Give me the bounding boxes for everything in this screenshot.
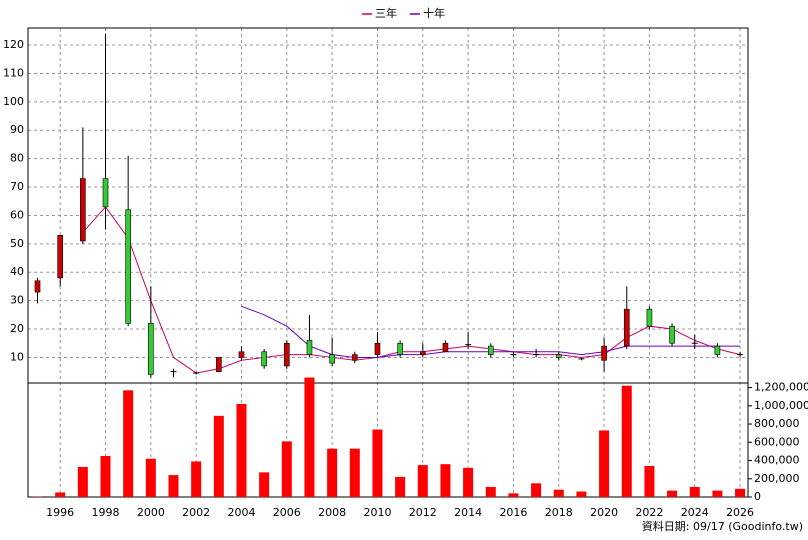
- volume-bar: [213, 415, 224, 497]
- candle-body: [351, 354, 358, 361]
- x-tick-label: 1998: [92, 506, 120, 519]
- candle-body: [80, 178, 86, 242]
- candle-body: [374, 342, 381, 355]
- volume-bar: [417, 465, 428, 497]
- legend-label: 三年: [375, 6, 397, 20]
- x-tick-label: 2006: [273, 506, 301, 519]
- candle-body: [397, 342, 403, 355]
- volume-bar: [599, 430, 610, 497]
- volume-bar: [123, 390, 134, 497]
- candle-body: [487, 345, 494, 355]
- y-tick-label: 70: [10, 180, 24, 193]
- volume-bar: [463, 467, 474, 497]
- y-tick-label: 20: [10, 322, 24, 335]
- volume-bar: [712, 490, 723, 497]
- y-tick-label: 10: [10, 350, 24, 363]
- candle-body: [419, 351, 426, 355]
- y-tick-label: 30: [10, 294, 24, 307]
- y-tick-label: 60: [10, 208, 24, 221]
- volume-bar: [621, 385, 632, 497]
- volume-bar: [440, 464, 451, 497]
- volume-bar: [191, 461, 202, 497]
- y2-tick-label: 1,000,000: [754, 399, 808, 412]
- volume-bar: [689, 486, 700, 497]
- volume-bar: [236, 403, 247, 497]
- y2-tick-label: 1,200,000: [754, 381, 808, 394]
- x-tick-label: 2020: [590, 506, 618, 519]
- x-tick-label: 2012: [409, 506, 437, 519]
- x-tick-label: 2018: [545, 506, 573, 519]
- x-tick-label: 2000: [137, 506, 165, 519]
- volume-bar: [508, 493, 519, 497]
- y-tick-label: 50: [10, 237, 24, 250]
- candle-body: [125, 209, 131, 324]
- legend-label: 十年: [423, 6, 445, 20]
- candle-body: [57, 235, 63, 279]
- volume-bar: [644, 465, 655, 497]
- volume-bar: [372, 429, 383, 497]
- volume-bar: [281, 441, 292, 497]
- source-note: 資料日期: 09/17 (Goodinfo.tw): [642, 519, 803, 533]
- x-tick-label: 2026: [726, 506, 754, 519]
- y2-tick-label: 200,000: [754, 472, 800, 485]
- volume-bar: [395, 476, 406, 497]
- volume-bar: [304, 377, 315, 497]
- candle-body: [238, 351, 245, 358]
- volume-bar: [100, 455, 111, 497]
- volume-bar: [168, 475, 179, 497]
- volume-bar: [553, 489, 564, 497]
- candle-body: [623, 308, 630, 347]
- y-tick-label: 120: [3, 38, 24, 51]
- y2-tick-label: 600,000: [754, 435, 800, 448]
- x-tick-label: 2024: [681, 506, 709, 519]
- y-tick-label: 80: [10, 152, 24, 165]
- y-tick-label: 110: [3, 66, 24, 79]
- x-tick-label: 2004: [227, 506, 255, 519]
- volume-bar: [259, 472, 270, 497]
- volume-bar: [327, 448, 338, 497]
- candle-body: [646, 308, 653, 327]
- x-tick-label: 2016: [499, 506, 527, 519]
- candle-body: [148, 323, 154, 375]
- volume-bar: [576, 491, 587, 497]
- candle-body: [555, 354, 562, 358]
- volume-bar: [531, 483, 542, 497]
- x-tick-label: 2002: [182, 506, 210, 519]
- candle-body: [714, 345, 721, 355]
- candle-body: [284, 342, 290, 367]
- volume-bar: [145, 458, 156, 497]
- candle-body: [306, 340, 313, 355]
- candle-body: [329, 354, 335, 364]
- plot-frame: [27, 27, 749, 498]
- y-tick-label: 40: [10, 265, 24, 278]
- x-tick-label: 2014: [454, 506, 482, 519]
- volume-bar: [349, 448, 360, 497]
- y2-tick-label: 800,000: [754, 417, 800, 430]
- x-tick-label: 1996: [46, 506, 74, 519]
- ma-line: [82, 206, 741, 374]
- candle-body: [102, 178, 109, 208]
- candle-body: [601, 345, 607, 361]
- candle-body: [442, 342, 449, 353]
- x-tick-label: 2008: [318, 506, 346, 519]
- y-tick-label: 90: [10, 123, 24, 136]
- x-tick-label: 2022: [635, 506, 663, 519]
- volume-bar: [485, 486, 496, 497]
- y2-tick-label: 0: [754, 490, 761, 503]
- x-tick-label: 2010: [363, 506, 391, 519]
- y2-tick-label: 400,000: [754, 454, 800, 467]
- volume-bar: [735, 488, 746, 497]
- volume-bar: [77, 466, 88, 497]
- candle-body: [216, 357, 222, 372]
- candle-body: [261, 351, 267, 367]
- volume-bar: [667, 490, 678, 497]
- volume-bar: [55, 492, 66, 497]
- candle-body: [669, 325, 675, 344]
- y-tick-label: 100: [3, 95, 24, 108]
- candle-body: [34, 280, 41, 293]
